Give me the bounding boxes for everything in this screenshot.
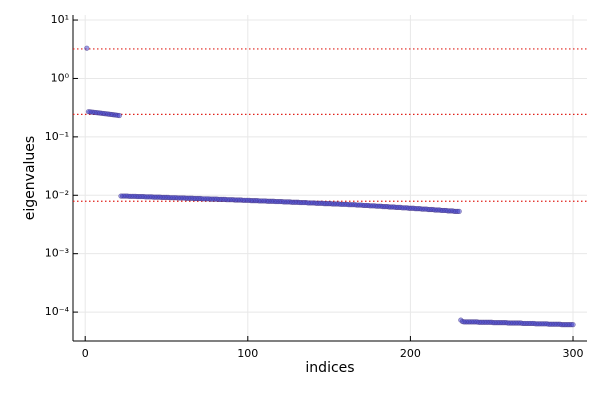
y-tick-label: 10⁻³	[45, 247, 69, 260]
y-tick-label: 10⁻²	[45, 188, 69, 201]
y-tick-label: 10¹	[51, 13, 69, 26]
y-tick-label: 10⁻⁴	[45, 305, 70, 318]
x-tick-label: 0	[82, 347, 89, 360]
x-tick-label: 300	[563, 347, 584, 360]
x-axis-label: indices	[305, 360, 354, 376]
point	[116, 112, 122, 119]
y-axis-label: eigenvalues	[22, 136, 38, 220]
y-tick-label: 10⁻¹	[45, 130, 69, 143]
point	[570, 322, 576, 328]
x-tick-label: 200	[400, 347, 421, 360]
x-tick-label: 100	[237, 347, 258, 360]
point	[84, 45, 90, 51]
y-tick-label: 10⁰	[51, 71, 70, 84]
point	[456, 208, 462, 214]
